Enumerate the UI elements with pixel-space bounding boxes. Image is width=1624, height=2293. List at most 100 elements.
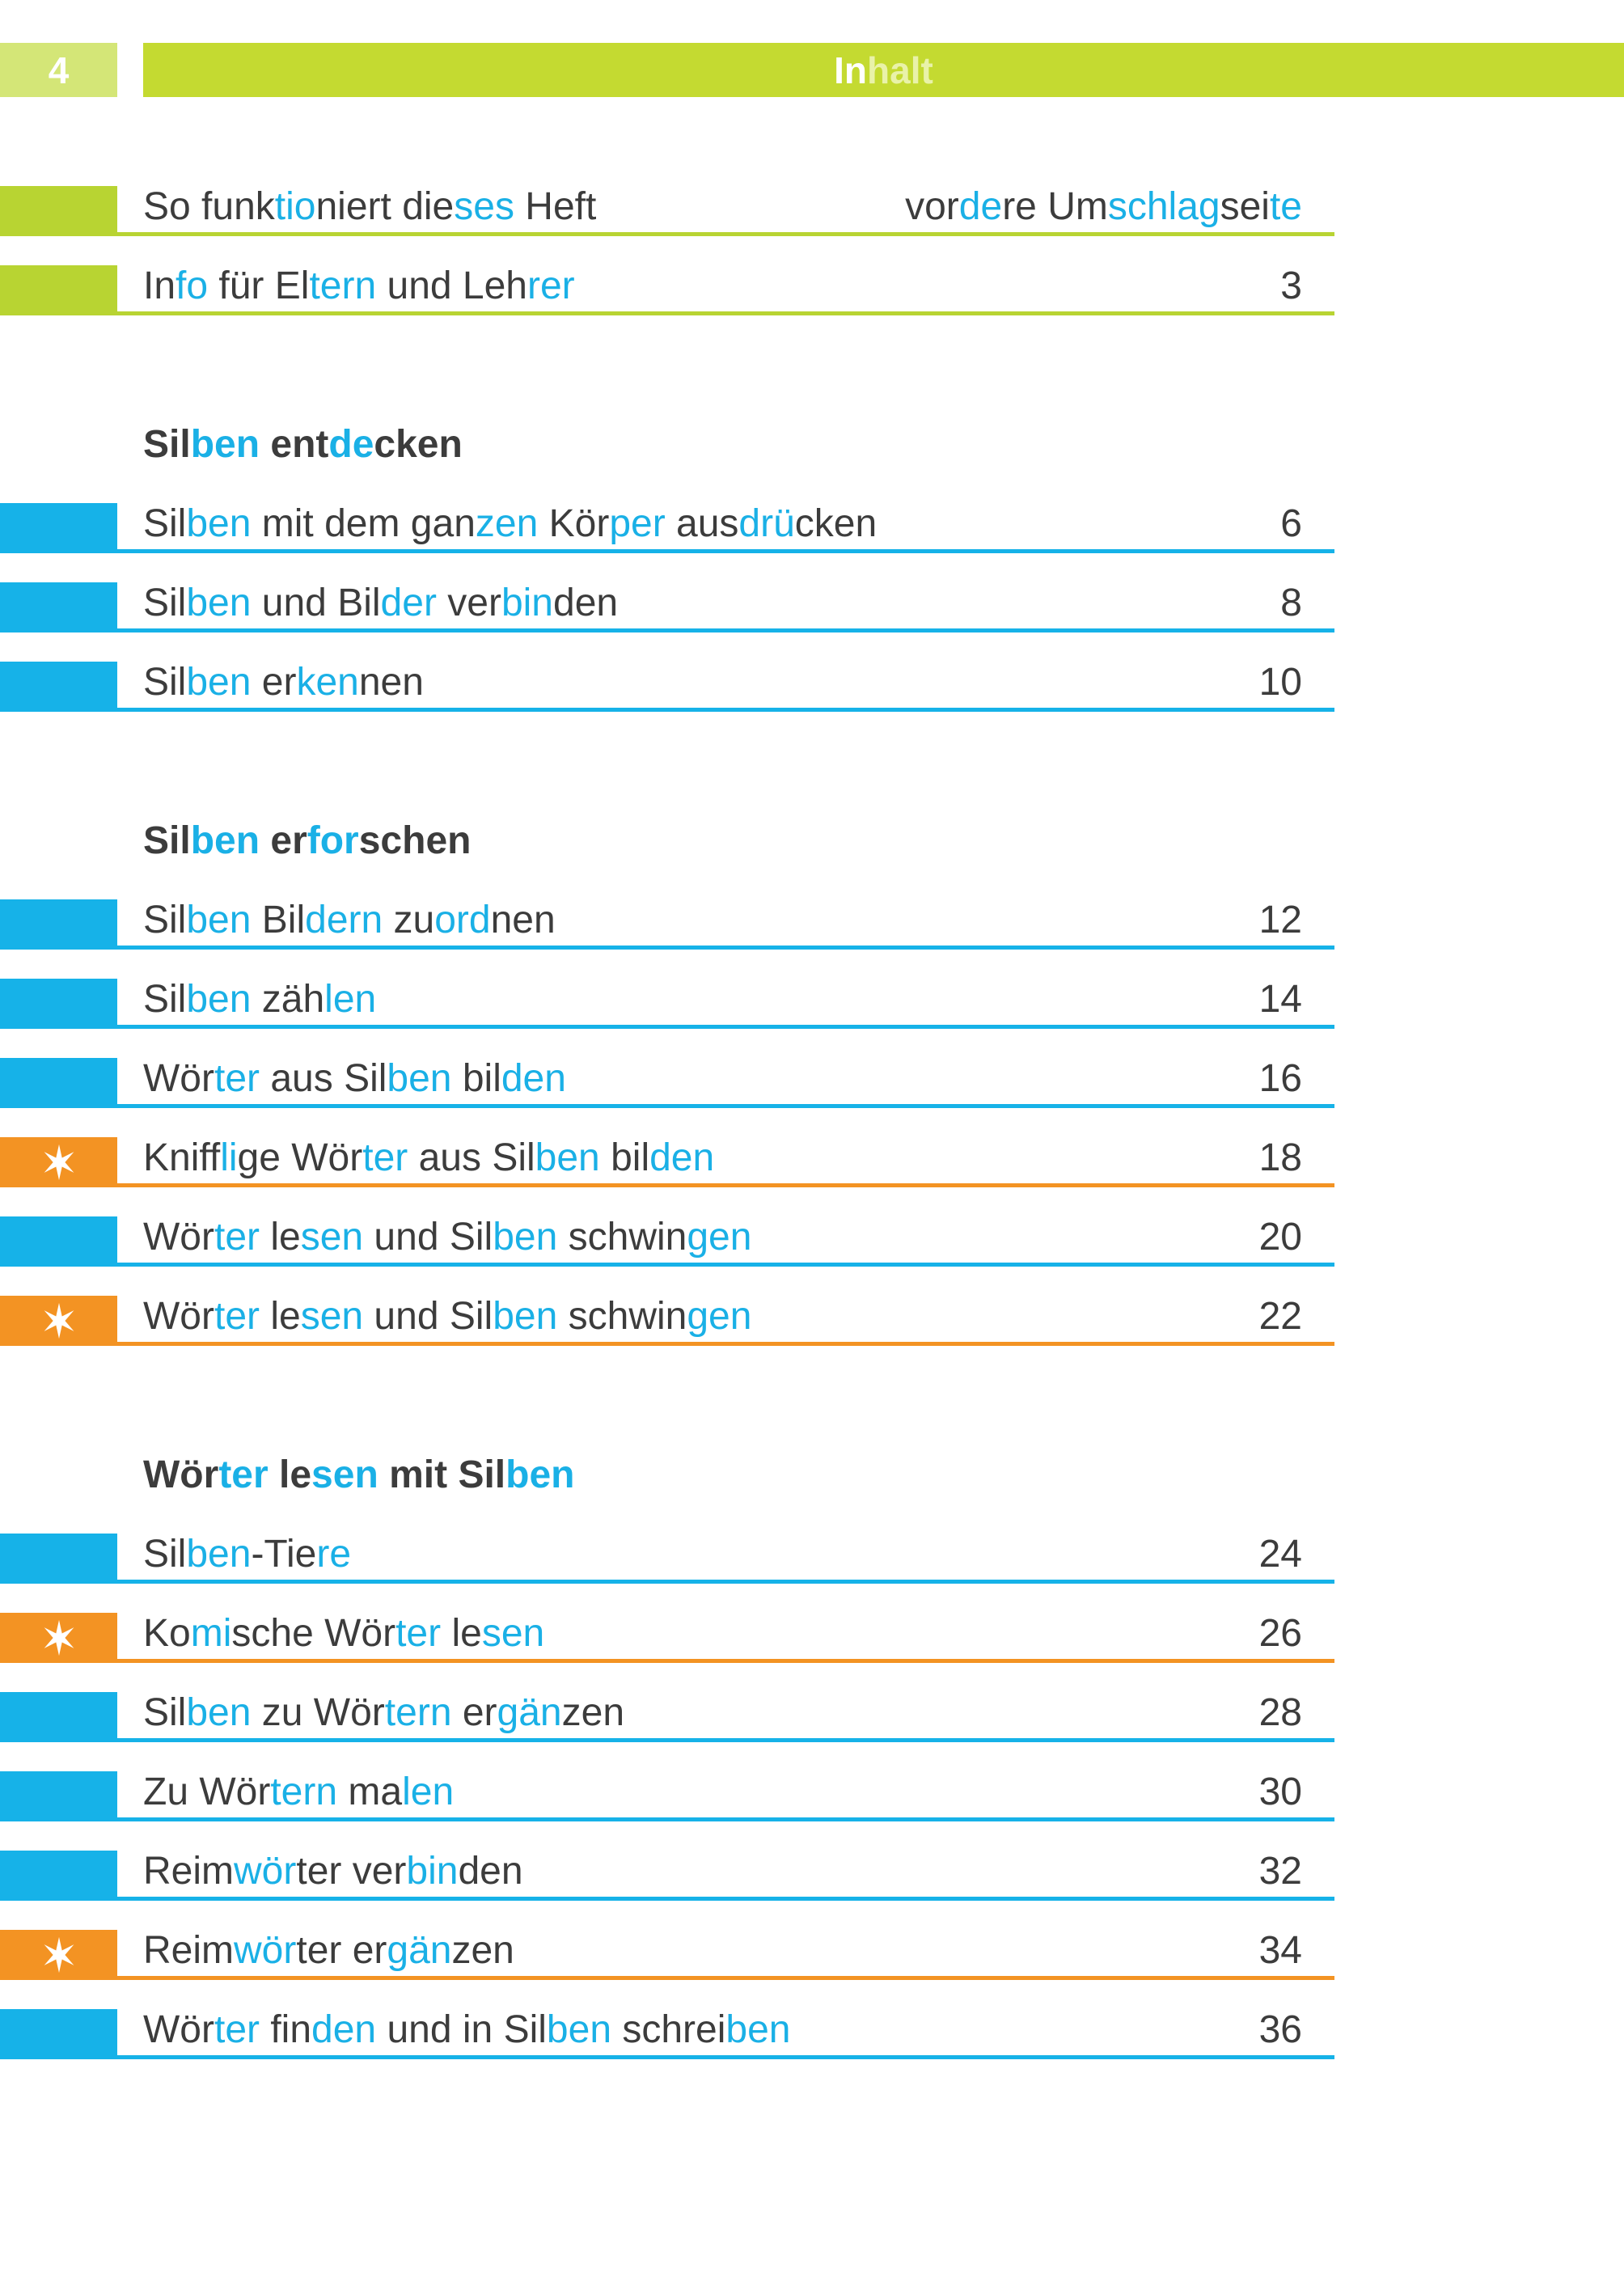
syllable: Sil (143, 899, 187, 941)
syllable-highlight: gän (387, 1929, 452, 1972)
entry-page: 36 (1259, 2007, 1302, 2053)
syllable: Wör (143, 2008, 214, 2051)
syllable-highlight: ben (725, 2008, 791, 2051)
syllable-highlight: tern (309, 264, 377, 307)
toc-entry[interactable]: Silben Bildern zuordnen 12 (0, 899, 1334, 950)
entry-title: Wörter finden und in Silben schreiben (143, 2007, 790, 2053)
entry-page: 8 (1280, 581, 1302, 626)
syllable: den (458, 1850, 523, 1893)
entry-rule (117, 1342, 1334, 1346)
toc-entry[interactable]: Silben-Tiere 24 (0, 1532, 1334, 1584)
entry-rule (117, 946, 1334, 950)
entry-marker (0, 186, 117, 236)
toc-entry[interactable]: Silben mit dem ganzen Körper ausdrücken … (0, 501, 1334, 553)
syllable: er (451, 1691, 497, 1734)
toc-entry-challenge[interactable]: Knifflige Wörter aus Silben bilden 18 (0, 1136, 1334, 1187)
syllable: sche Wör (231, 1612, 396, 1655)
syllable-highlight: gen (687, 1216, 752, 1259)
syllable: und in Sil (376, 2008, 547, 2051)
syllable-highlight: den (311, 2008, 377, 2051)
entry-marker (0, 1058, 117, 1108)
entry-page: 24 (1259, 1532, 1302, 1577)
entry-marker (0, 582, 117, 632)
entry-marker (0, 1692, 117, 1742)
star-icon (44, 1619, 74, 1656)
entry-marker (0, 1296, 117, 1346)
syllable-highlight: wör (234, 1929, 297, 1972)
syllable: Sil (143, 423, 191, 466)
entry-rule (117, 628, 1334, 632)
toc-entry-parents-info[interactable]: Info für Eltern und Lehrer 3 (0, 264, 1334, 315)
syllable: 20 (1258, 1216, 1302, 1259)
syllable: Zu Wör (143, 1771, 271, 1813)
syllable-highlight: ses (454, 185, 514, 228)
entry-title: Silben Bildern zuordnen (143, 898, 556, 943)
syllable-highlight: ben (186, 582, 252, 624)
syllable: aus (665, 502, 739, 545)
toc-entry[interactable]: Silben zählen 14 (0, 977, 1334, 1029)
toc-entry[interactable]: Wörter lesen und Silben schwingen 20 (0, 1216, 1334, 1267)
toc-entry[interactable]: Wörter aus Silben bilden 16 (0, 1057, 1334, 1108)
entry-rule (117, 1659, 1334, 1663)
entry-marker (0, 662, 117, 712)
entry-page: 14 (1259, 977, 1302, 1022)
entry-title: Silben zählen (143, 977, 376, 1022)
entry-marker (0, 1613, 117, 1663)
syllable: 36 (1258, 2008, 1302, 2051)
syllable-highlight: sen (300, 1295, 364, 1338)
syllable: Sil (143, 1691, 187, 1734)
entry-title: Knifflige Wörter aus Silben bilden (143, 1136, 714, 1181)
syllable: 26 (1258, 1612, 1302, 1655)
entry-marker (0, 899, 117, 950)
toc-entry-challenge[interactable]: Reimwörter ergänzen 34 (0, 1929, 1334, 1980)
syllable: Bil (251, 899, 306, 941)
page-number: 4 (48, 49, 70, 91)
syllable: le (260, 1216, 301, 1259)
syllable: 32 (1258, 1850, 1302, 1893)
syllable: ent (260, 423, 329, 466)
syllable-highlight: der (380, 582, 437, 624)
syllable: Reim (143, 1929, 235, 1972)
entry-title: Silben mit dem ganzen Körper ausdrücken (143, 501, 877, 547)
toc-entry-how-it-works[interactable]: So funktioniert dieses Heft vordere Umsc… (0, 184, 1334, 236)
syllable-highlight: ben (493, 1295, 558, 1338)
syllable: Wör (143, 1295, 214, 1338)
syllable-highlight: ben (186, 978, 252, 1021)
syllable: 24 (1258, 1533, 1302, 1576)
syllable-highlight: ter (362, 1136, 408, 1179)
toc-entry[interactable]: Silben und Bilder verbinden 8 (0, 582, 1334, 632)
syllable: schrei (611, 2008, 726, 2051)
toc-entry[interactable]: Wörter finden und in Silben schreiben 36 (0, 2007, 1334, 2059)
toc-entry-challenge[interactable]: Komische Wörter lesen 26 (0, 1612, 1334, 1663)
syllable: 22 (1258, 1295, 1302, 1338)
entry-page: vordere Umschlagseite (905, 184, 1302, 230)
syllable-highlight: de (328, 423, 374, 466)
entry-marker (0, 2009, 117, 2059)
syllable-highlight: gän (497, 1691, 562, 1734)
entry-rule (117, 2055, 1334, 2059)
syllable: zu (383, 899, 435, 941)
syllable-highlight: fo (176, 264, 209, 307)
entry-title: Wörter lesen und Silben schwingen (143, 1215, 751, 1260)
syllable-highlight: sen (311, 1453, 379, 1496)
entry-marker (0, 1534, 117, 1584)
syllable: In (834, 49, 868, 91)
section-heading: Wörter lesen mit Silben (143, 1453, 574, 1498)
entry-rule (117, 549, 1334, 553)
toc-entry[interactable]: Silben zu Wörtern ergänzen 28 (0, 1691, 1334, 1742)
syllable: Sil (143, 978, 187, 1021)
toc-entry[interactable]: Zu Wörtern malen 30 (0, 1771, 1334, 1821)
syllable: ma (337, 1771, 403, 1813)
toc-entry[interactable]: Silben erkennen 10 (0, 661, 1334, 712)
syllable-highlight: zen (475, 502, 539, 545)
toc-entry-challenge[interactable]: Wörter lesen und Silben schwingen 22 (0, 1295, 1334, 1346)
entry-rule (117, 1738, 1334, 1742)
syllable-highlight: rer (527, 264, 575, 307)
syllable: 3 (1280, 264, 1302, 307)
syllable: Reim (143, 1850, 235, 1893)
syllable: zäh (251, 978, 325, 1021)
syllable-highlight: ter (218, 1453, 269, 1496)
syllable: 12 (1258, 899, 1302, 941)
syllable: Ko (143, 1612, 191, 1655)
toc-entry[interactable]: Reimwörter verbinden 32 (0, 1850, 1334, 1901)
